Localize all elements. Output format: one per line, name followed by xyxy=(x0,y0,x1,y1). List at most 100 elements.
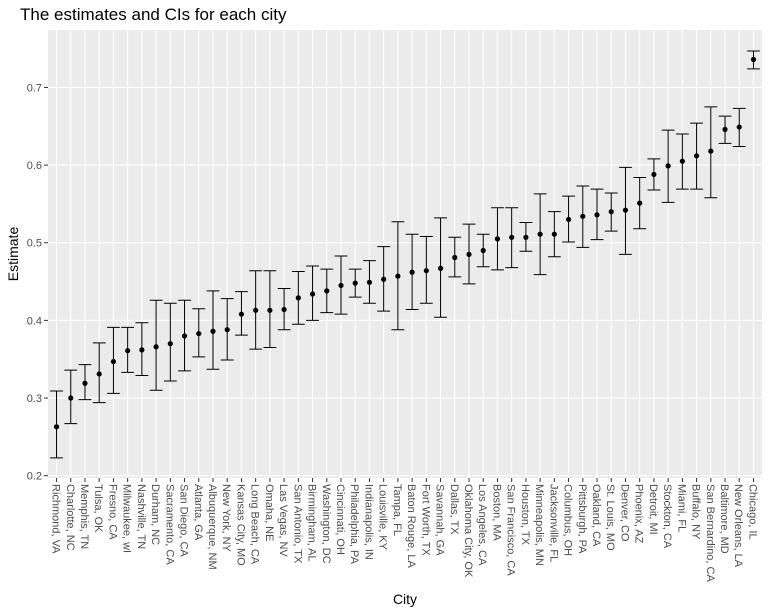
x-tick-label: Atlanta, GA xyxy=(192,484,204,541)
x-tick-label: Albuquerque, NM xyxy=(206,484,218,570)
x-tick-label: Denver, CO xyxy=(618,484,630,542)
point xyxy=(366,279,373,285)
x-tick-label: Fort Worth, TX xyxy=(419,484,431,556)
x-tick-label: San Diego, CA xyxy=(178,484,190,557)
point xyxy=(722,126,728,132)
x-tick-label: Charlotte, NC xyxy=(64,484,76,551)
point xyxy=(352,280,358,286)
point xyxy=(452,254,458,261)
x-tick-label: Tulsa, OK xyxy=(92,484,104,533)
point xyxy=(509,234,515,240)
x-tick-label: New Orleans, LA xyxy=(732,484,744,568)
point xyxy=(651,171,657,178)
y-tick-label: 0.3 xyxy=(27,393,42,405)
x-tick-label: San Antonio, TX xyxy=(291,484,303,564)
point xyxy=(53,424,60,430)
x-tick-label: Richmond, VA xyxy=(50,484,62,554)
x-tick-label: Long Beach, CA xyxy=(249,484,261,565)
point xyxy=(381,276,387,282)
chart-title: The estimates and CIs for each city xyxy=(20,5,287,24)
panel xyxy=(48,30,762,478)
x-tick-label: Cincinnati, OH xyxy=(334,484,346,555)
point xyxy=(324,288,330,294)
x-tick-label: Birmingham, AL xyxy=(306,484,318,562)
x-tick-label: San Bernardino, CA xyxy=(704,484,716,582)
point xyxy=(139,347,145,353)
point xyxy=(523,234,529,240)
point xyxy=(437,265,444,271)
x-tick-label: Memphis, TN xyxy=(78,484,90,549)
point xyxy=(309,291,316,297)
x-tick-label: San Francisco, CA xyxy=(505,484,517,576)
point xyxy=(423,268,429,274)
point xyxy=(608,209,614,215)
x-tick-label: Phoenix, AZ xyxy=(633,484,645,544)
point xyxy=(594,212,600,218)
point xyxy=(338,282,344,289)
point xyxy=(68,395,74,401)
point xyxy=(750,56,757,63)
point xyxy=(167,341,173,347)
x-tick-label: Las Vegas, NV xyxy=(277,484,289,557)
y-tick-label: 0.7 xyxy=(27,82,42,94)
point xyxy=(494,236,501,242)
x-axis-title: City xyxy=(393,591,417,607)
point xyxy=(395,273,401,279)
point xyxy=(466,251,472,257)
x-tick-label: Columbus, OH xyxy=(562,484,574,556)
point xyxy=(708,148,714,154)
point xyxy=(679,158,685,164)
x-tick-label: Oklahoma City, OK xyxy=(462,484,474,578)
x-tick-label: Philadelphia, PA xyxy=(348,484,360,565)
x-tick-label: Minneapolis, MN xyxy=(533,484,545,566)
x-tick-label: Chicago, IL xyxy=(746,484,758,540)
point xyxy=(110,358,117,365)
point xyxy=(637,200,643,206)
x-tick-label: Washington, DC xyxy=(320,484,332,564)
x-tick-label: Detroit, MI xyxy=(647,484,659,535)
x-tick-label: Houston, TX xyxy=(519,484,531,546)
point xyxy=(196,330,202,337)
point xyxy=(238,311,245,317)
x-tick-label: Tampa, FL xyxy=(391,484,403,536)
point xyxy=(181,333,188,339)
x-tick-label: Savannah, GA xyxy=(434,484,446,556)
x-tick-label: Fresno, CA xyxy=(106,484,118,540)
point xyxy=(224,327,230,333)
point xyxy=(537,231,543,237)
y-tick-label: 0.5 xyxy=(27,238,42,250)
x-tick-label: New York, NY xyxy=(220,484,232,553)
x-tick-label: Dallas, TX xyxy=(448,484,460,535)
point xyxy=(480,247,486,254)
point xyxy=(580,213,586,219)
x-tick-label: Baltimore, MD xyxy=(718,484,730,554)
x-tick-label: Baton Rouge, LA xyxy=(405,484,417,568)
x-tick-label: St. Louis, MO xyxy=(604,484,616,551)
point xyxy=(295,295,301,301)
x-tick-label: Los Angeles, CA xyxy=(476,484,488,566)
point xyxy=(409,269,415,275)
point xyxy=(125,348,131,354)
point xyxy=(622,207,629,213)
y-axis-title: Estimate xyxy=(5,227,21,282)
point xyxy=(96,371,102,377)
point xyxy=(693,153,700,159)
point xyxy=(267,307,273,313)
x-tick-label: Milwaukee, wI xyxy=(121,484,133,553)
x-tick-label: Stockton, CA xyxy=(661,484,673,549)
point xyxy=(281,306,287,313)
x-tick-label: Kansas City, MO xyxy=(234,484,246,566)
point xyxy=(82,380,88,386)
x-tick-label: Jacksonville, FL xyxy=(547,484,559,562)
y-tick-label: 0.4 xyxy=(27,315,42,327)
x-tick-label: Nashville, TN xyxy=(135,484,147,549)
point xyxy=(153,344,159,350)
x-tick-label: Oakland, CA xyxy=(590,484,602,547)
x-tick-label: Durham, NC xyxy=(149,484,161,545)
x-tick-label: Omaha, NE xyxy=(263,484,275,541)
x-tick-label: Boston, MA xyxy=(490,484,502,542)
point xyxy=(665,163,671,169)
x-tick-label: Sacramento, CA xyxy=(163,484,175,565)
x-tick-label: Louisville, KY xyxy=(377,484,389,551)
